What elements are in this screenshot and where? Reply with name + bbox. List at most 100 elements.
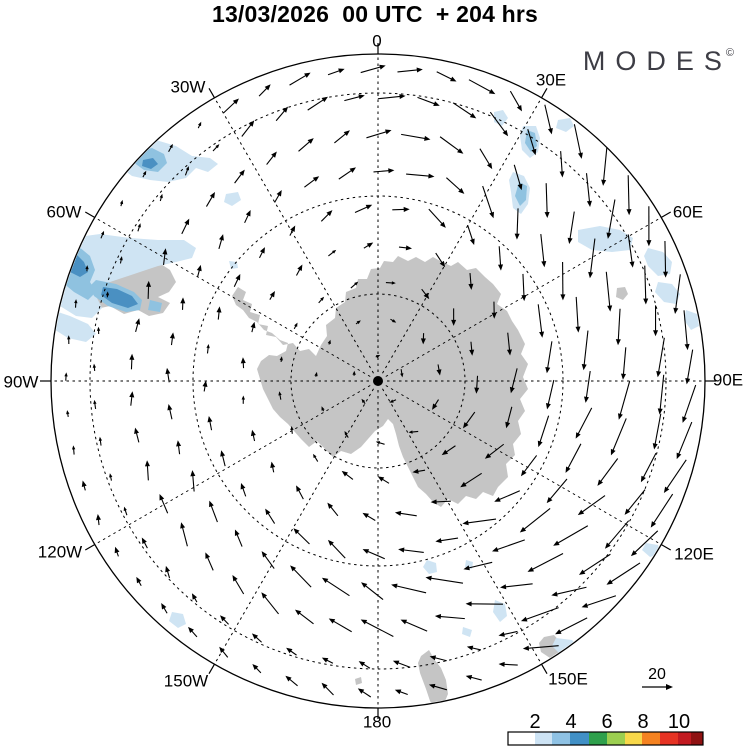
wind-arrow	[165, 565, 171, 579]
meridian-label-0: 0	[372, 31, 381, 50]
wind-arrow-head	[313, 453, 317, 459]
wind-arrow	[142, 170, 147, 178]
wind-arrow	[565, 443, 582, 473]
wind-arrow	[610, 418, 627, 456]
wind-arrow-shaft	[622, 347, 627, 377]
wind-arrow	[663, 459, 687, 493]
wind-arrow	[251, 633, 262, 643]
wind-arrow-head	[109, 473, 113, 478]
wind-arrow	[390, 318, 397, 323]
wind-arrow-head	[643, 298, 649, 305]
wind-arrow-shaft	[537, 304, 543, 335]
wind-arrow-head	[588, 271, 594, 279]
wind-arrow-head	[365, 204, 373, 210]
wind-arrow-head	[629, 261, 635, 268]
wind-arrow-shaft	[522, 455, 538, 475]
wind-arrow-shaft	[297, 611, 314, 625]
wind-arrow-head	[615, 339, 621, 346]
wind-arrow-head	[95, 513, 101, 521]
wind-arrow	[434, 614, 465, 620]
wind-arrow-shaft	[611, 418, 627, 453]
wind-arrow-head	[240, 482, 246, 490]
wind-arrow	[428, 683, 448, 691]
meridian-line	[94, 385, 371, 545]
wind-arrow	[421, 288, 430, 300]
wind-arrow-shaft	[523, 607, 559, 621]
wind-arrow	[683, 310, 690, 351]
wind-arrow	[520, 607, 559, 622]
wind-arrow-head	[541, 260, 547, 268]
wind-arrow-head	[423, 292, 430, 300]
wind-arrow	[321, 577, 350, 597]
wind-arrow-head	[93, 399, 97, 405]
meridian-label-120W: 120W	[38, 542, 82, 561]
wind-arrow-head	[498, 264, 504, 271]
meridian-label-60W: 60W	[47, 202, 82, 221]
meridian-label-150W: 150W	[164, 671, 208, 690]
wind-arrow-shaft	[486, 443, 505, 458]
wind-arrow	[425, 575, 464, 584]
wind-arrow	[261, 592, 279, 615]
wind-arrow	[327, 339, 331, 345]
wind-arrow-head	[420, 338, 426, 345]
wind-arrow	[328, 249, 337, 257]
wind-arrow	[460, 472, 482, 488]
wind-arrow-head	[321, 682, 328, 689]
wind-arrow-head	[620, 373, 626, 380]
wind-arrow	[223, 98, 239, 114]
wind-arrow-head	[425, 575, 432, 581]
wind-arrow	[553, 525, 589, 546]
wind-arrow	[605, 271, 613, 312]
wind-arrow	[136, 576, 142, 587]
wind-arrow	[385, 281, 396, 285]
wind-arrow	[327, 539, 346, 559]
wind-arrow	[537, 415, 550, 448]
wind-arrow	[676, 421, 693, 460]
wind-arrow-head	[451, 319, 457, 326]
wind-arrow	[184, 166, 190, 176]
wind-arrow	[545, 379, 555, 410]
wind-arrow-head	[293, 528, 300, 535]
wind-arrow-shaft	[686, 349, 694, 382]
wind-arrow	[275, 106, 289, 122]
wind-arrow	[375, 354, 381, 359]
wind-arrow	[585, 173, 592, 207]
wind-arrow-shaft	[479, 148, 492, 167]
wind-arrow	[220, 450, 226, 467]
wind-arrow-shaft	[509, 90, 521, 110]
wind-arrow-shaft	[363, 620, 394, 637]
wind-arrow-head	[684, 343, 690, 351]
wind-arrow-head	[469, 112, 477, 119]
wind-arrow-head	[375, 441, 381, 445]
wind-arrow-head	[264, 84, 271, 91]
wind-arrow-head	[559, 171, 565, 178]
wind-arrow	[491, 301, 497, 319]
wind-arrow	[417, 96, 440, 106]
wind-arrow	[279, 356, 283, 363]
meridian-tick	[208, 663, 216, 675]
wind-arrow	[232, 575, 245, 595]
wind-arrow-head	[606, 579, 613, 585]
wind-arrow-head	[537, 440, 543, 448]
wind-arrow	[81, 480, 87, 491]
wind-arrow-head	[505, 421, 511, 429]
color-scale-legend: 2 4 6 8 10	[507, 711, 704, 746]
wind-arrow-shaft	[307, 97, 326, 111]
wind-arrow	[146, 280, 152, 299]
wind-arrow-head	[581, 364, 587, 371]
map-boundary-circle	[50, 53, 706, 709]
wind-arrow	[573, 124, 583, 159]
wind-arrow-shaft	[436, 71, 455, 81]
wind-arrow	[165, 367, 171, 383]
wind-arrow	[202, 380, 208, 392]
wind-arrow-head	[92, 363, 97, 368]
wind-arrow-head	[441, 449, 449, 456]
wind-arrow	[119, 199, 124, 207]
wind-arrow	[289, 225, 296, 236]
meridian-label-180: 180	[363, 712, 391, 731]
wind-arrow-shaft	[557, 617, 588, 634]
wind-arrow	[304, 176, 320, 188]
wind-arrow	[588, 238, 596, 279]
precip-dark	[101, 287, 138, 308]
wind-arrow	[159, 494, 169, 514]
